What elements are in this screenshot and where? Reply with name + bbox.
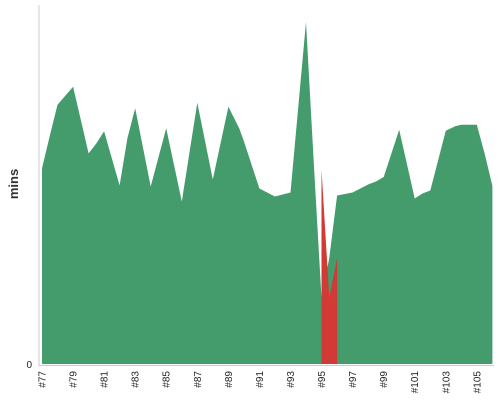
x-tick-label: #97 xyxy=(348,371,359,388)
x-tick-label: #91 xyxy=(255,371,266,388)
y-axis-label: mins xyxy=(6,169,21,199)
x-tick-label: #87 xyxy=(193,371,204,388)
y-ticks: 0 xyxy=(26,360,32,371)
x-tick-label: #83 xyxy=(131,371,142,388)
x-tick-label: #89 xyxy=(224,371,235,388)
x-tick-label: #99 xyxy=(379,371,390,388)
x-tick-label: #79 xyxy=(69,371,80,388)
x-tick-label: #85 xyxy=(162,371,173,388)
x-tick-label: #93 xyxy=(286,371,297,388)
x-tick-label: #105 xyxy=(472,371,483,394)
x-tick-label: #101 xyxy=(410,371,421,394)
x-tick-label: #103 xyxy=(441,371,452,394)
series-area-red xyxy=(321,169,338,364)
x-ticks: #77 #79 #81 #83 #85 #87 #89 #91 #93 #95 #97 #99 #101… xyxy=(38,371,484,394)
x-tick-label: #81 xyxy=(100,371,111,388)
x-tick-label: #77 xyxy=(38,371,49,388)
x-tick-label: #95 xyxy=(317,371,328,388)
series-area-green xyxy=(42,22,493,364)
y-tick-label: 0 xyxy=(26,360,32,371)
chart-areas xyxy=(42,22,493,364)
